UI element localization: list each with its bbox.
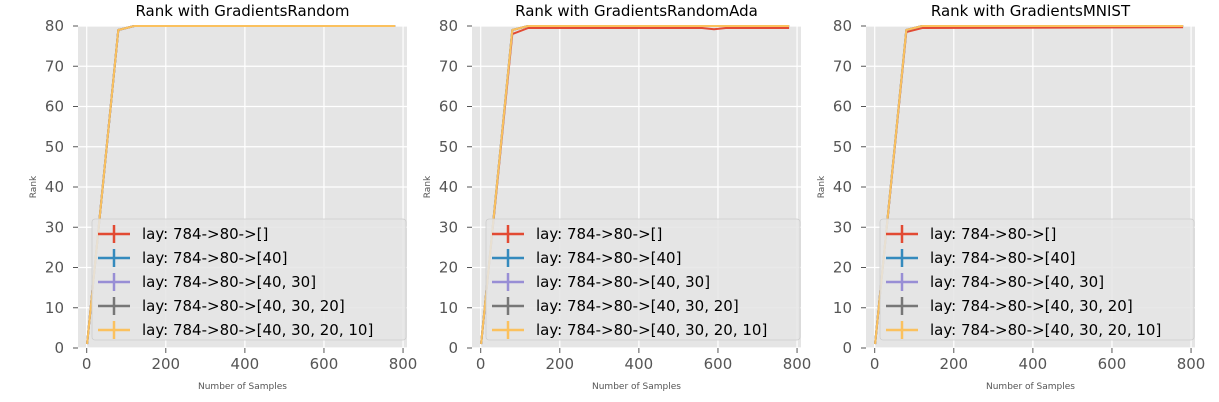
legend: lay: 784->80->[] lay: 784->80->[40] lay: 7…	[485, 218, 801, 341]
legend-label: lay: 784->80->[40, 30]	[142, 273, 316, 291]
legend-box	[485, 218, 801, 341]
x-tick-label: 0	[476, 355, 486, 373]
x-tick-label: 200	[939, 355, 968, 373]
x-tick-label: 400	[625, 355, 654, 373]
chart-title: Rank with GradientsRandomAda	[515, 2, 758, 20]
y-tick-label: 0	[448, 339, 458, 357]
x-axis-label: Number of Samples	[198, 382, 287, 392]
x-tick-label: 200	[151, 355, 180, 373]
series-line-5	[874, 25, 1184, 345]
y-tick-label: 0	[842, 339, 852, 357]
x-tick-label: 400	[231, 355, 260, 373]
y-tick-label: 30	[833, 218, 852, 236]
legend-label: lay: 784->80->[40, 30, 20, 10]	[930, 321, 1161, 339]
x-tick-label: 600	[310, 355, 339, 373]
y-tick-label: 20	[45, 259, 64, 277]
y-tick-label: 10	[45, 299, 64, 317]
legend-label: lay: 784->80->[40, 30, 20]	[536, 297, 739, 315]
series-group	[86, 25, 396, 345]
legend-label: lay: 784->80->[40]	[142, 249, 287, 267]
y-axis-label: Rank	[423, 175, 433, 198]
y-tick-label: 40	[439, 178, 458, 196]
y-tick-label: 80	[45, 17, 64, 35]
x-tick-label: 400	[1019, 355, 1048, 373]
x-tick-label: 0	[870, 355, 880, 373]
legend: lay: 784->80->[] lay: 784->80->[40] lay: 7…	[879, 218, 1195, 341]
legend-label: lay: 784->80->[40, 30, 20, 10]	[536, 321, 767, 339]
y-tick-label: 0	[54, 339, 64, 357]
y-tick-label: 70	[833, 57, 852, 75]
y-tick-label: 70	[45, 57, 64, 75]
y-tick-label: 30	[439, 218, 458, 236]
y-axis-label: Rank	[29, 175, 39, 198]
legend-label: lay: 784->80->[]	[142, 225, 268, 243]
x-axis-label: Number of Samples	[592, 382, 681, 392]
x-tick-label: 0	[82, 355, 92, 373]
y-tick-label: 80	[439, 17, 458, 35]
legend-box	[91, 218, 407, 341]
y-tick-label: 10	[439, 299, 458, 317]
x-tick-label: 600	[1098, 355, 1127, 373]
legend-label: lay: 784->80->[40, 30]	[536, 273, 710, 291]
y-tick-label: 20	[833, 259, 852, 277]
series-line-5	[480, 25, 790, 345]
legend-label: lay: 784->80->[40, 30, 20, 10]	[142, 321, 373, 339]
y-tick-label: 50	[833, 138, 852, 156]
legend-label: lay: 784->80->[40]	[536, 249, 681, 267]
x-tick-label: 800	[1177, 355, 1206, 373]
series-line-5	[86, 25, 396, 345]
legend: lay: 784->80->[] lay: 784->80->[40] lay: 7…	[91, 218, 407, 341]
chart-title: Rank with GradientsRandom	[135, 2, 349, 20]
y-tick-label: 70	[439, 57, 458, 75]
legend-label: lay: 784->80->[40]	[930, 249, 1075, 267]
legend-label: lay: 784->80->[]	[930, 225, 1056, 243]
y-tick-label: 80	[833, 17, 852, 35]
x-tick-label: 800	[389, 355, 418, 373]
legend-label: lay: 784->80->[40, 30, 20]	[142, 297, 345, 315]
series-group	[480, 25, 790, 345]
series-group	[874, 25, 1184, 345]
y-tick-label: 50	[439, 138, 458, 156]
y-tick-label: 30	[45, 218, 64, 236]
chart-title: Rank with GradientsMNIST	[931, 2, 1131, 20]
legend-label: lay: 784->80->[40, 30]	[930, 273, 1104, 291]
y-tick-label: 40	[45, 178, 64, 196]
y-tick-label: 50	[45, 138, 64, 156]
legend-label: lay: 784->80->[40, 30, 20]	[930, 297, 1133, 315]
x-tick-label: 600	[704, 355, 733, 373]
legend-label: lay: 784->80->[]	[536, 225, 662, 243]
x-tick-label: 200	[545, 355, 574, 373]
y-tick-label: 40	[833, 178, 852, 196]
legend-box	[879, 218, 1195, 341]
y-tick-label: 60	[833, 98, 852, 116]
x-tick-label: 800	[783, 355, 812, 373]
y-tick-label: 60	[439, 98, 458, 116]
y-axis-label: Rank	[817, 175, 827, 198]
y-tick-label: 20	[439, 259, 458, 277]
x-axis-label: Number of Samples	[986, 382, 1075, 392]
y-tick-label: 10	[833, 299, 852, 317]
y-tick-label: 60	[45, 98, 64, 116]
